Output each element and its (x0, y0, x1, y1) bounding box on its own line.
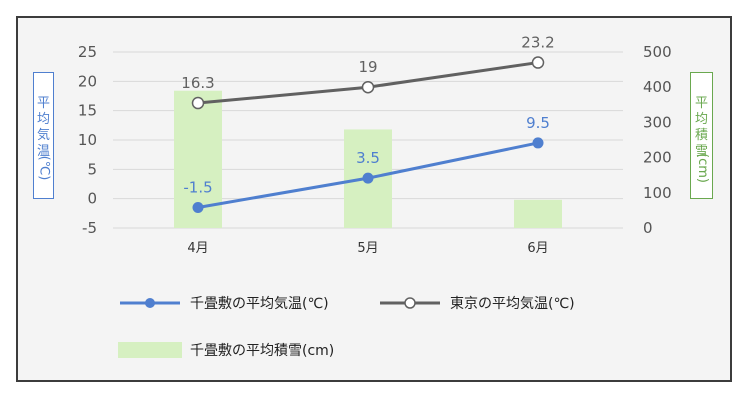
y-axis-left-title: 平 均 気 温 (℃) (33, 72, 54, 199)
senjojiki-temp-point (532, 137, 544, 149)
y-right-char: 均 (694, 111, 708, 127)
y-right-tick-label: 0 (643, 219, 653, 237)
y-left-char: 温 (36, 143, 50, 159)
tokyo-temp-data-label: 23.2 (521, 34, 554, 52)
y-right-char: 平 (694, 95, 708, 111)
y-left-tick-label: 25 (78, 43, 97, 61)
y-right-tick-label: 100 (643, 184, 672, 202)
legend-swatch-line-hollow (380, 297, 440, 309)
snow-bar (514, 199, 562, 228)
tokyo-temp-point (531, 56, 545, 69)
y-right-tick-label: 300 (643, 113, 672, 131)
x-tick-label: 6月 (527, 241, 548, 256)
y-right-unit: (cm) (694, 152, 710, 183)
legend-label: 千畳敷の平均積雪(cm) (190, 343, 335, 359)
y-left-char: 均 (36, 111, 50, 127)
legend-swatch-bar (118, 342, 182, 358)
y-left-tick-label: 5 (87, 160, 97, 178)
legend-item-tokyo-temp: 東京の平均気温(℃) (378, 293, 575, 313)
y-left-char: 気 (36, 127, 50, 143)
legend-label: 東京の平均気温(℃) (450, 296, 575, 312)
senjojiki-temp-point (362, 172, 374, 184)
senjojiki-temp-point (192, 201, 204, 213)
tokyo-temp-data-label: 16.3 (181, 74, 214, 92)
y-left-tick-label: 15 (78, 102, 97, 120)
legend-item-senjojiki-temp: 千畳敷の平均気温(℃) (118, 293, 329, 313)
y-left-tick-label: 20 (78, 72, 97, 90)
y-axis-right-title: 平 均 積 雪 (cm) (690, 72, 713, 199)
y-right-tick-label: 200 (643, 149, 672, 167)
y-right-char: 雪 (694, 143, 708, 159)
y-right-tick-label: 400 (643, 78, 672, 96)
y-left-tick-label: -5 (82, 219, 97, 237)
tokyo-temp-data-label: 19 (358, 58, 377, 76)
y-left-unit: (℃) (36, 155, 52, 180)
senjojiki-temp-data-label: -1.5 (183, 178, 212, 196)
y-left-tick-label: 10 (78, 131, 97, 149)
legend-label: 千畳敷の平均気温(℃) (190, 296, 329, 312)
y-right-tick-label: 500 (643, 43, 672, 61)
tokyo-temp-point (191, 96, 205, 110)
legend-item-senjojiki-snow: 千畳敷の平均積雪(cm) (118, 340, 334, 360)
senjojiki-temp-data-label: 3.5 (356, 149, 380, 167)
x-tick-label: 4月 (187, 241, 208, 256)
tokyo-temp-point (361, 80, 375, 94)
y-left-tick-label: 0 (87, 190, 97, 208)
x-tick-label: 5月 (357, 241, 378, 256)
y-right-char: 積 (694, 127, 708, 143)
y-left-char: 平 (36, 95, 50, 111)
legend-swatch-line-filled (120, 298, 180, 308)
senjojiki-temp-data-label: 9.5 (526, 114, 550, 132)
